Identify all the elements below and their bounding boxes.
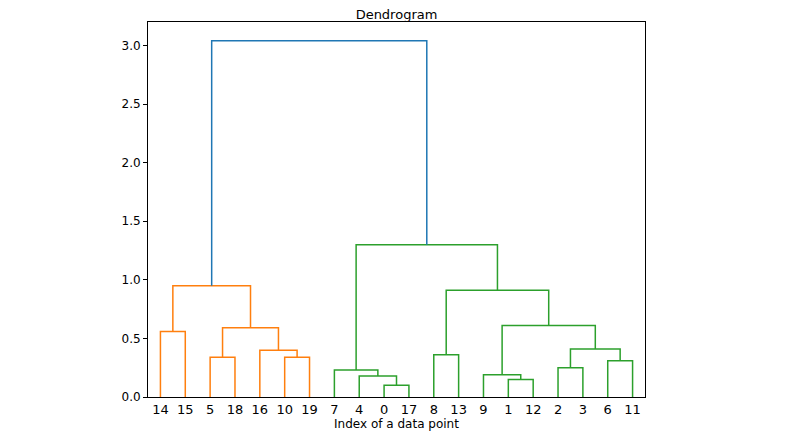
svg-text:13: 13	[450, 402, 467, 417]
svg-text:15: 15	[177, 402, 194, 417]
svg-text:0.5: 0.5	[122, 332, 141, 346]
svg-text:10: 10	[276, 402, 293, 417]
svg-text:Dendrogram: Dendrogram	[356, 7, 438, 22]
svg-text:2: 2	[554, 402, 562, 417]
svg-text:0.0: 0.0	[122, 390, 141, 404]
svg-text:7: 7	[330, 402, 338, 417]
svg-text:1: 1	[504, 402, 512, 417]
svg-text:16: 16	[252, 402, 269, 417]
svg-text:18: 18	[227, 402, 244, 417]
svg-text:9: 9	[479, 402, 487, 417]
svg-text:Index of a data point: Index of a data point	[334, 417, 459, 431]
svg-text:14: 14	[152, 402, 169, 417]
svg-text:2.0: 2.0	[122, 156, 141, 170]
svg-text:3.0: 3.0	[122, 39, 141, 53]
svg-text:17: 17	[401, 402, 418, 417]
svg-text:8: 8	[430, 402, 438, 417]
svg-text:3: 3	[579, 402, 587, 417]
svg-text:11: 11	[624, 402, 641, 417]
svg-text:5: 5	[206, 402, 214, 417]
svg-text:0: 0	[380, 402, 388, 417]
svg-text:19: 19	[301, 402, 318, 417]
svg-text:12: 12	[525, 402, 542, 417]
svg-text:6: 6	[604, 402, 612, 417]
svg-text:2.5: 2.5	[122, 97, 141, 111]
svg-text:1.5: 1.5	[122, 214, 141, 228]
svg-text:1.0: 1.0	[122, 273, 141, 287]
svg-text:4: 4	[355, 402, 363, 417]
